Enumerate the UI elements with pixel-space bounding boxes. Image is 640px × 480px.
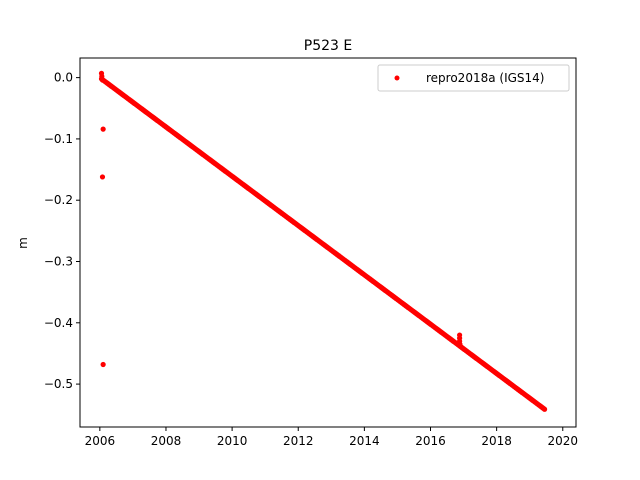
x-tick-label: 2012 [283, 434, 314, 448]
y-tick-label: −0.3 [44, 255, 73, 269]
data-points [98, 70, 548, 412]
x-tick-label: 2014 [349, 434, 380, 448]
y-tick-label: −0.4 [44, 316, 73, 330]
y-tick-label: −0.5 [44, 377, 73, 391]
y-axis-label: m [16, 237, 30, 249]
x-tick-label: 2006 [85, 434, 116, 448]
legend-box [377, 64, 570, 92]
chart-title: P523 E [304, 38, 352, 54]
data-point [457, 341, 463, 347]
x-tick-label: 2010 [217, 434, 248, 448]
data-point [99, 77, 106, 83]
plot-frame [79, 57, 577, 428]
x-tick-label: 2018 [481, 434, 512, 448]
x-tick-label: 2020 [547, 434, 578, 448]
data-point [541, 406, 548, 412]
x-tick-label: 2008 [151, 434, 182, 448]
y-tick-label: −0.2 [44, 193, 73, 207]
y-tick-label: −0.1 [44, 132, 73, 146]
data-point [100, 361, 106, 368]
x-axis: 2006 2008 2010 2012 2014 2016 2018 2020 [85, 427, 578, 448]
legend-label: repro2018a (IGS14) [426, 71, 544, 85]
y-axis: 0.0 −0.1 −0.2 −0.3 −0.4 −0.5 [44, 71, 80, 391]
legend: repro2018a (IGS14) [377, 64, 570, 92]
data-point [99, 174, 106, 180]
legend-marker [394, 75, 400, 81]
data-point [100, 126, 106, 132]
y-tick-label: 0.0 [54, 71, 73, 85]
x-tick-label: 2016 [415, 434, 446, 448]
